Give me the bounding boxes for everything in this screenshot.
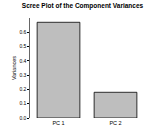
- svg-text:PC 2: PC 2: [109, 120, 121, 126]
- svg-text:0.5: 0.5: [19, 43, 26, 49]
- svg-text:Scree Plot of the Component Va: Scree Plot of the Component Variances: [22, 2, 144, 10]
- svg-text:0.1: 0.1: [19, 100, 26, 106]
- svg-text:PC 1: PC 1: [52, 120, 64, 126]
- svg-text:0.2: 0.2: [19, 86, 26, 92]
- svg-text:0.6: 0.6: [19, 29, 26, 35]
- svg-text:0.3: 0.3: [19, 72, 26, 78]
- svg-text:0.4: 0.4: [19, 58, 26, 64]
- svg-text:0.0: 0.0: [19, 115, 26, 121]
- svg-text:Variances: Variances: [11, 56, 17, 80]
